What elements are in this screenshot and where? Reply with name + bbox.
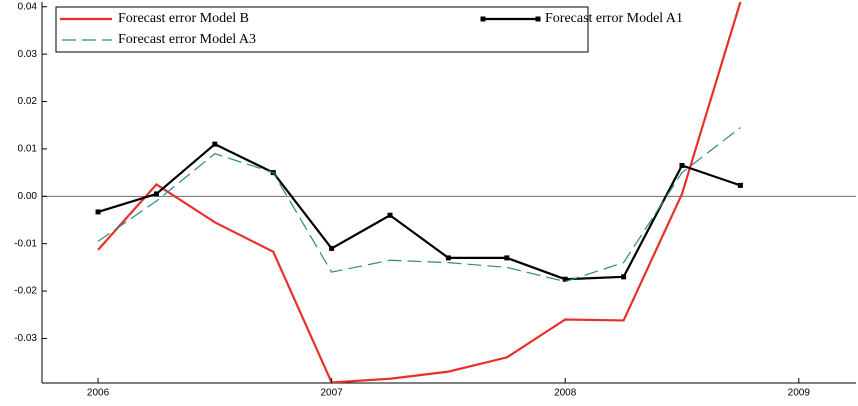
series-line: [97, 142, 741, 281]
x-tick-label: 2006: [87, 388, 110, 399]
legend-box: [55, 6, 589, 53]
series-line: [97, 127, 741, 283]
legend-marker: [480, 16, 486, 22]
legend-label: Forecast error Model A3: [118, 32, 256, 47]
x-tick-label: 2007: [321, 388, 344, 399]
point: [679, 162, 685, 168]
y-tick-label: 0.01: [18, 144, 38, 155]
y-tick-label: -0.02: [14, 286, 37, 297]
point: [95, 209, 101, 215]
y-tick-label: -0.03: [14, 333, 37, 344]
point: [737, 182, 743, 188]
y-tick-label: 0.04: [18, 1, 38, 12]
point: [504, 255, 510, 261]
x-tick-label: 2009: [788, 388, 811, 399]
legend-label: Forecast error Model A1: [545, 11, 683, 26]
legend: Forecast error Model B Forecast error Mod…: [55, 6, 683, 53]
legend-label: Forecast error Model B: [118, 11, 249, 26]
x-tick-label: 2008: [554, 388, 577, 399]
y-tick-label: 0.02: [18, 96, 38, 107]
point: [562, 276, 568, 282]
y-tick-label: 0.00: [18, 191, 38, 202]
point: [387, 212, 393, 218]
point: [621, 274, 627, 280]
y-tick-label: 0.03: [18, 49, 38, 60]
point: [212, 141, 218, 147]
y-tick-label: -0.01: [14, 238, 37, 249]
point: [329, 245, 335, 251]
legend-marker: [535, 16, 541, 22]
series-line: [97, 2, 742, 383]
point: [153, 191, 159, 197]
point: [445, 255, 451, 261]
